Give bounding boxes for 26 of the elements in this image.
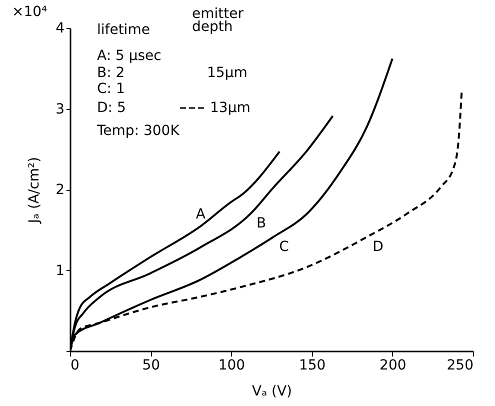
y-tick-label: 4 bbox=[56, 20, 65, 36]
x-axis-title: Vₐ (V) bbox=[252, 384, 292, 400]
series-label: C bbox=[279, 239, 290, 256]
x-tick-label: 200 bbox=[380, 358, 406, 374]
text: ×10⁴ bbox=[12, 4, 48, 20]
annotation: 13µm bbox=[210, 100, 250, 116]
series-label: D bbox=[372, 239, 384, 256]
y-tick-label: 3 bbox=[56, 101, 64, 118]
y-axis-title: Jₐ (A/cm²) bbox=[26, 156, 43, 224]
annotation: D: 5 bbox=[97, 100, 126, 116]
y-tick-label: 2 bbox=[56, 182, 64, 198]
annotation: B: 2 bbox=[97, 65, 125, 81]
annotation: A: 5 µsec bbox=[97, 48, 162, 64]
series-label: A bbox=[196, 206, 206, 223]
x-tick-label: 250 bbox=[446, 358, 474, 374]
x-tick-label: 150 bbox=[298, 358, 326, 374]
y-tick-label: 1 bbox=[56, 262, 64, 279]
series-label: B bbox=[256, 216, 266, 232]
x-tick-label: 50 bbox=[142, 358, 160, 374]
annotation: emitter depth bbox=[192, 6, 244, 35]
annotation: lifetime bbox=[97, 22, 150, 38]
annotation: C: 1 bbox=[97, 81, 125, 97]
x-tick-label: 0 bbox=[70, 358, 80, 374]
annotation: Temp: 300K bbox=[96, 123, 180, 139]
x-tick-label: 100 bbox=[218, 358, 246, 374]
annotation: 15µm bbox=[207, 65, 248, 81]
